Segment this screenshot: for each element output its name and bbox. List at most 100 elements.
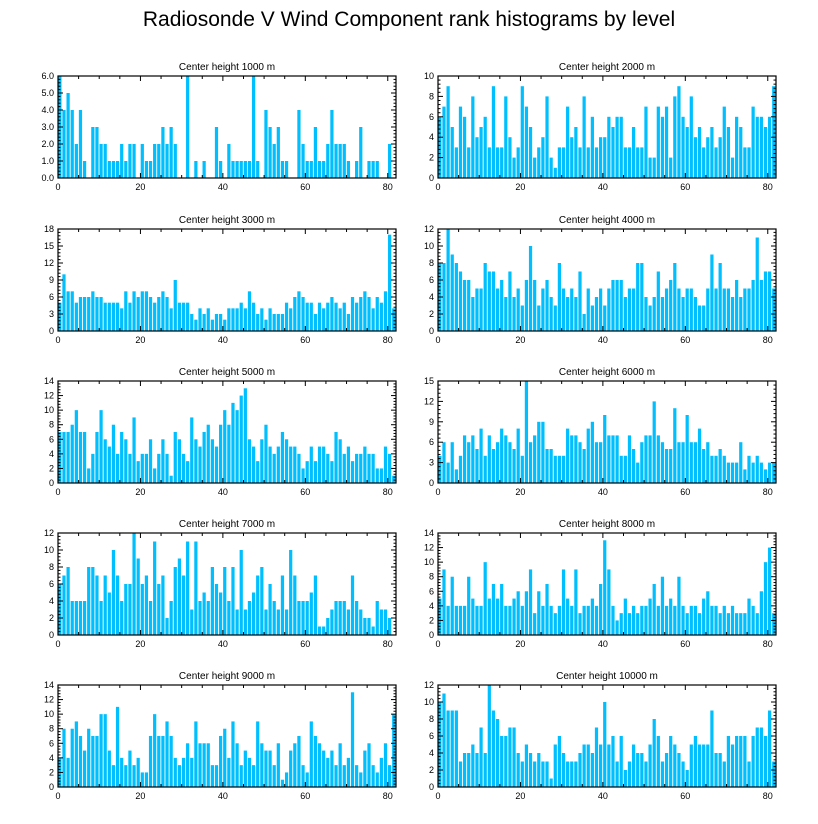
y-tick-label: 10 <box>44 545 54 555</box>
bar <box>673 744 677 787</box>
bar <box>516 288 520 331</box>
bar <box>726 462 731 483</box>
bar <box>247 601 252 635</box>
bar <box>495 719 500 787</box>
bar <box>132 417 136 483</box>
bar <box>78 432 83 483</box>
bar <box>574 569 578 635</box>
bar <box>186 302 190 331</box>
bar <box>132 533 136 635</box>
bar <box>144 772 149 787</box>
bar <box>475 605 479 635</box>
y-tick-label: 0.0 <box>41 173 54 183</box>
bar <box>355 453 359 483</box>
y-tick-label: 14 <box>44 680 54 690</box>
bar <box>161 439 165 483</box>
bar <box>198 308 202 331</box>
x-tick-label: 40 <box>218 182 228 192</box>
bar <box>153 302 157 331</box>
plot-frame <box>57 684 397 788</box>
bar <box>66 757 70 787</box>
bar <box>755 613 759 635</box>
bar <box>467 280 471 331</box>
bar <box>582 744 586 787</box>
bar <box>82 297 87 331</box>
bar <box>173 432 177 483</box>
bar <box>120 757 124 787</box>
bar <box>243 308 247 331</box>
bar <box>82 750 87 787</box>
bar <box>693 442 698 483</box>
bar <box>508 727 512 787</box>
bar <box>177 439 182 483</box>
bar <box>660 297 665 331</box>
bar <box>371 765 375 787</box>
bar <box>173 567 177 635</box>
x-tick-label: 80 <box>763 639 773 649</box>
bar <box>557 147 562 178</box>
bar <box>706 137 710 178</box>
bar <box>326 453 330 483</box>
bar <box>157 297 161 331</box>
x-tick-label: 60 <box>300 335 310 345</box>
bar <box>375 468 379 483</box>
panel-title: Center height 10000 m <box>556 671 658 682</box>
bar <box>561 147 566 178</box>
bar <box>479 428 483 483</box>
bar <box>722 455 726 483</box>
bar <box>322 308 326 331</box>
x-tick-label: 0 <box>435 639 440 649</box>
bar <box>619 613 623 635</box>
panel-title: Center height 4000 m <box>559 215 655 226</box>
bar <box>99 601 103 635</box>
bar <box>91 736 95 787</box>
bar <box>471 96 475 178</box>
bar <box>656 271 660 331</box>
y-tick-label: 4 <box>429 601 434 611</box>
bar <box>181 453 186 483</box>
bar <box>264 110 268 178</box>
y-tick-label: 12 <box>424 680 434 690</box>
bar <box>371 308 375 331</box>
x-tick-label: 40 <box>598 791 608 801</box>
x-tick-label: 40 <box>218 791 228 801</box>
bar <box>338 743 342 787</box>
bar <box>578 613 582 635</box>
bar <box>533 157 537 178</box>
bar <box>186 541 190 635</box>
bar <box>243 750 247 787</box>
bar <box>177 558 182 635</box>
bar <box>289 750 293 787</box>
bar <box>648 157 652 178</box>
bar <box>603 702 607 787</box>
bar <box>483 562 487 635</box>
bar <box>743 469 747 483</box>
bar <box>524 744 529 787</box>
bar <box>545 449 549 483</box>
x-tick-label: 20 <box>515 335 525 345</box>
bar <box>615 116 619 178</box>
bar <box>603 415 607 483</box>
bar <box>636 753 640 787</box>
bar <box>446 229 450 331</box>
panel-title: Center height 7000 m <box>179 519 275 530</box>
bar <box>475 753 479 787</box>
bar <box>508 442 512 483</box>
bar <box>673 96 677 178</box>
bar <box>66 93 70 178</box>
bar <box>685 770 689 787</box>
bar <box>202 743 206 787</box>
y-tick-label: 6 <box>429 437 434 447</box>
bar <box>87 297 91 331</box>
plot-frame <box>57 380 397 484</box>
bar <box>656 736 660 787</box>
bar <box>669 598 673 635</box>
y-tick-label: 3 <box>429 458 434 468</box>
bar <box>677 753 681 787</box>
bar <box>483 455 487 483</box>
bar <box>111 302 116 331</box>
bar <box>772 86 776 178</box>
bar <box>516 147 520 178</box>
bar <box>276 609 280 635</box>
bar <box>223 728 227 787</box>
